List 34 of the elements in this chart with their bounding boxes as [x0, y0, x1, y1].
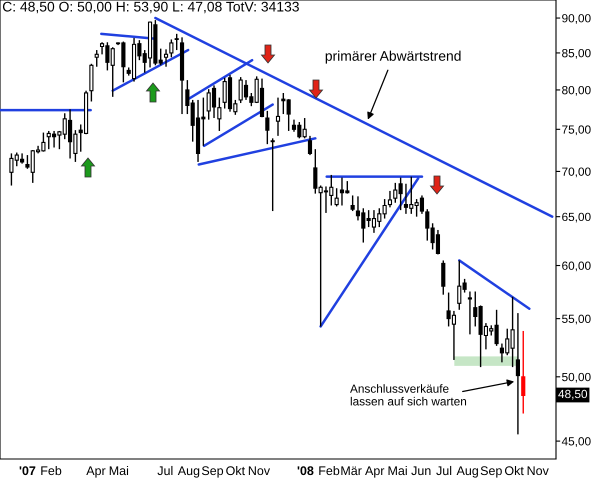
chart-title: C: 48,50 O: 50,00 H: 53,90 L: 47,08 TotV: 34133: [2, 2, 299, 14]
x-tick-label: Aug: [456, 466, 478, 478]
text: 48,50: [558, 390, 588, 400]
x-tick-label: '08: [298, 466, 314, 476]
x-tick-label: Nov: [528, 466, 549, 476]
y-tick-label: 65,00: [562, 212, 591, 222]
y-tick-label: 50,00: [562, 372, 591, 383]
y-tick-label: 90,00: [562, 14, 591, 24]
x-tick-label: '07: [20, 466, 36, 476]
x-tick-label: Mai: [110, 466, 128, 476]
x-tick-label: Aug: [178, 466, 200, 478]
y-tick-label: 75,00: [562, 125, 591, 136]
y-tick-label: 45,00: [562, 437, 591, 447]
x-tick-label: Okt: [504, 466, 524, 476]
x-tick-label: Okt: [226, 466, 245, 476]
x-tick-label: Mär: [341, 466, 362, 476]
x-tick-label: Sep: [480, 466, 502, 478]
x-tick-label: Sep: [202, 466, 224, 478]
y-tick-label: 80,00: [562, 86, 591, 96]
x-tick-label: Mai: [388, 466, 407, 476]
x-tick-label: Jul: [157, 466, 172, 476]
x-tick-label: Feb: [319, 466, 340, 476]
x-tick-label: Feb: [41, 466, 62, 476]
y-tick-label: 70,00: [562, 167, 591, 178]
x-tick-label: Nov: [248, 466, 270, 476]
x-tick-label: Jun: [411, 466, 430, 476]
y-tick-label: 55,00: [562, 314, 591, 324]
x-tick-label: Apr: [365, 466, 384, 478]
y-tick-label: 85,00: [562, 48, 591, 59]
x-tick-label: Jul: [436, 466, 452, 476]
annotation: Anschlussverkäufe lassen auf sich warten: [350, 384, 466, 406]
y-tick-label: 60,00: [562, 262, 591, 272]
annotation: primärer Abwärtstrend: [326, 50, 461, 64]
x-tick-label: Apr: [86, 466, 106, 478]
